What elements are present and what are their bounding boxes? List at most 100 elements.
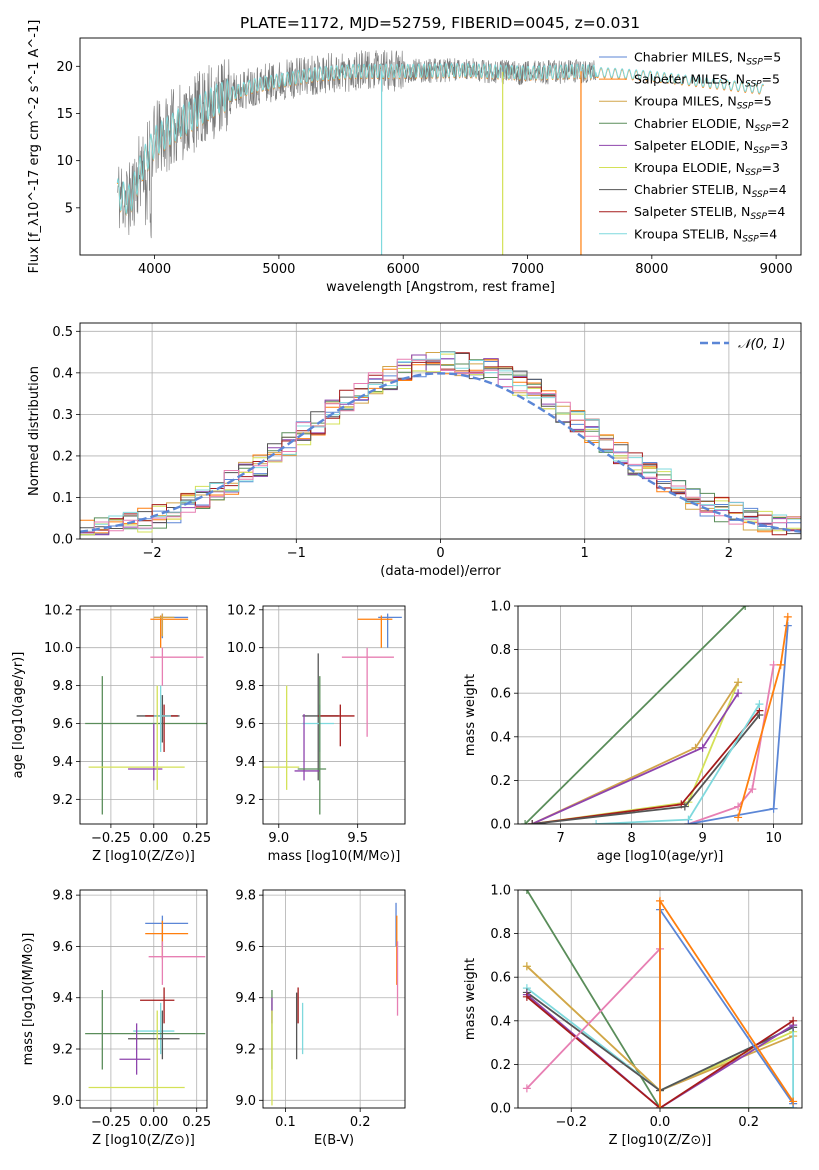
x-tick-label: 7000 [511, 262, 544, 277]
y-tick-label: 15 [56, 107, 73, 122]
series-line [526, 996, 794, 1108]
y-tick-label: 0.8 [490, 927, 511, 942]
series-marker [789, 1097, 798, 1106]
y-tick-label: 9.2 [52, 793, 73, 808]
x-tick-label: −0.25 [91, 1115, 131, 1130]
x-tick-label: 0.25 [182, 831, 211, 846]
x-tick-label: −1 [287, 546, 306, 561]
x-tick-label: 6000 [387, 262, 420, 277]
x-tick-label: −2 [143, 546, 162, 561]
y-tick-label: 0.0 [490, 1102, 511, 1117]
plot-area [85, 613, 207, 815]
y-axis-label: mass weight [463, 674, 478, 756]
y-tick-label: 9.4 [235, 755, 256, 770]
y-axis-label: Normed distribution [27, 366, 42, 496]
y-tick-label: 0.4 [52, 366, 73, 381]
plot-age-vs-Z: −0.25 0.00 0.25 9.2 9.4 9.6 9.8 10.0 10.2 Z [log1… [11, 603, 211, 864]
x-tick-label: 7 [556, 831, 564, 846]
x-tick-label: 9000 [760, 262, 793, 277]
x-tick-label: 0.00 [139, 831, 168, 846]
series-line [524, 606, 746, 824]
plot-mass-weight-vs-Z: −0.2 0.0 0.2 0.0 0.2 0.4 0.6 0.8 1.0 Z [log10(Z/Z… [463, 884, 803, 1148]
x-axis-label: (data-model)/error [380, 564, 501, 579]
axes-frame [79, 889, 208, 1109]
legend: Chabrier MILES, NSSP=5 Salpeter MILES, NS… [599, 50, 789, 244]
y-axis-label: Flux [f_λ10^-17 erg cm^-2 s^-1 A^-1] [27, 20, 42, 274]
series-marker [755, 700, 764, 709]
y-tick-label: 9.2 [235, 793, 256, 808]
plot-mass-vs-ebv: 0.1 0.2 9.0 9.2 9.4 9.6 9.8 E(B-V) [235, 889, 406, 1148]
x-tick-label: −0.25 [91, 831, 131, 846]
y-tick-label: 0.4 [490, 1014, 511, 1029]
plot-mass-weight-vs-age: 7 8 9 10 0.0 0.2 0.4 0.6 0.8 1.0 age [log10(age/yr… [463, 600, 803, 864]
series-marker [789, 1016, 798, 1025]
x-axis-label: mass [log10(M/M⊙)] [268, 849, 401, 864]
series-marker [748, 785, 757, 794]
x-tick-label: 9.0 [268, 831, 289, 846]
axes-frame [79, 37, 802, 256]
series-marker [656, 896, 664, 905]
x-tick-label: 9.5 [347, 831, 368, 846]
ticks: −0.2 0.0 0.2 0.0 0.2 0.4 0.6 0.8 1.0 [490, 884, 802, 1130]
observed-spectrum [117, 50, 597, 239]
x-tick-label: 4000 [138, 262, 171, 277]
y-tick-label: 10.0 [227, 641, 256, 656]
x-tick-label: 8000 [635, 262, 668, 277]
series-marker [734, 678, 743, 687]
legend-label: Salpeter STELIB, NSSP=4 [634, 204, 785, 222]
x-tick-label: 2 [725, 546, 733, 561]
y-tick-label: 9.6 [235, 717, 256, 732]
y-tick-label: 0.8 [490, 643, 511, 658]
axes-frame [79, 605, 208, 825]
plot-area [271, 902, 399, 1106]
x-axis-label: age [log10(age/yr)] [597, 849, 724, 864]
plot-age-vs-mass: 9.0 9.5 9.2 9.4 9.6 9.8 10.0 10.2 mass [log10(M/… [227, 603, 406, 864]
x-tick-label: 0.2 [738, 1115, 759, 1130]
axes-frame [262, 889, 406, 1109]
y-axis-label: mass [log10(M/M⊙)] [21, 933, 36, 1066]
series-marker [776, 660, 785, 669]
series-line [531, 681, 739, 824]
legend-label: Salpeter MILES, NSSP=5 [634, 72, 780, 90]
series-marker [734, 813, 743, 822]
plot-spectrum: 4000 5000 6000 7000 8000 9000 5 10 15 20 wavelengt… [27, 20, 802, 295]
series-marker [769, 660, 778, 669]
x-tick-label: −0.2 [555, 1115, 587, 1130]
gaussian-curve [80, 372, 801, 533]
y-tick-label: 9.4 [52, 991, 73, 1006]
y-tick-label: 0.6 [490, 687, 511, 702]
x-tick-label: 0.00 [139, 1115, 168, 1130]
model-spectrum-cyan [116, 62, 764, 216]
y-tick-label: 10.2 [227, 603, 256, 618]
y-axis-label: age [log10(age/yr)] [11, 652, 26, 779]
series-line [526, 890, 794, 1108]
series-line [532, 681, 739, 824]
series-marker [522, 1084, 531, 1093]
x-tick-label: 1 [581, 546, 589, 561]
series-marker [521, 820, 530, 824]
histogram-step [80, 358, 801, 533]
series-marker [734, 689, 743, 698]
legend-label: Chabrier STELIB, NSSP=4 [634, 182, 787, 200]
legend-label: Salpeter ELODIE, NSSP=3 [634, 138, 788, 156]
ticks: −2 −1 0 1 2 0.0 0.1 0.2 0.3 0.4 0.5 [52, 323, 801, 561]
ticks: 4000 5000 6000 7000 8000 9000 5 10 15 20 [56, 60, 792, 277]
plot-area [521, 606, 792, 824]
x-tick-label: 0.0 [650, 1115, 671, 1130]
plot-area [522, 890, 798, 1108]
y-axis-label: mass weight [463, 958, 478, 1040]
y-tick-label: 10.0 [44, 641, 73, 656]
legend-label: Chabrier MILES, NSSP=5 [634, 50, 781, 68]
y-tick-label: 9.0 [235, 1094, 256, 1109]
x-axis-label: Z [log10(Z/Z⊙)] [609, 1133, 712, 1148]
series-marker [522, 992, 531, 1001]
y-tick-label: 0.1 [52, 491, 73, 506]
y-tick-label: 9.4 [52, 755, 73, 770]
series-marker [741, 606, 750, 610]
plots-layer: 4000 5000 6000 7000 8000 90005101520wavelengt… [11, 20, 803, 1148]
series-marker [592, 820, 601, 824]
x-tick-label: 0.25 [182, 1115, 211, 1130]
legend-label: Kroupa STELIB, NSSP=4 [634, 226, 777, 244]
series-line [659, 897, 794, 1108]
series-marker [698, 743, 707, 752]
